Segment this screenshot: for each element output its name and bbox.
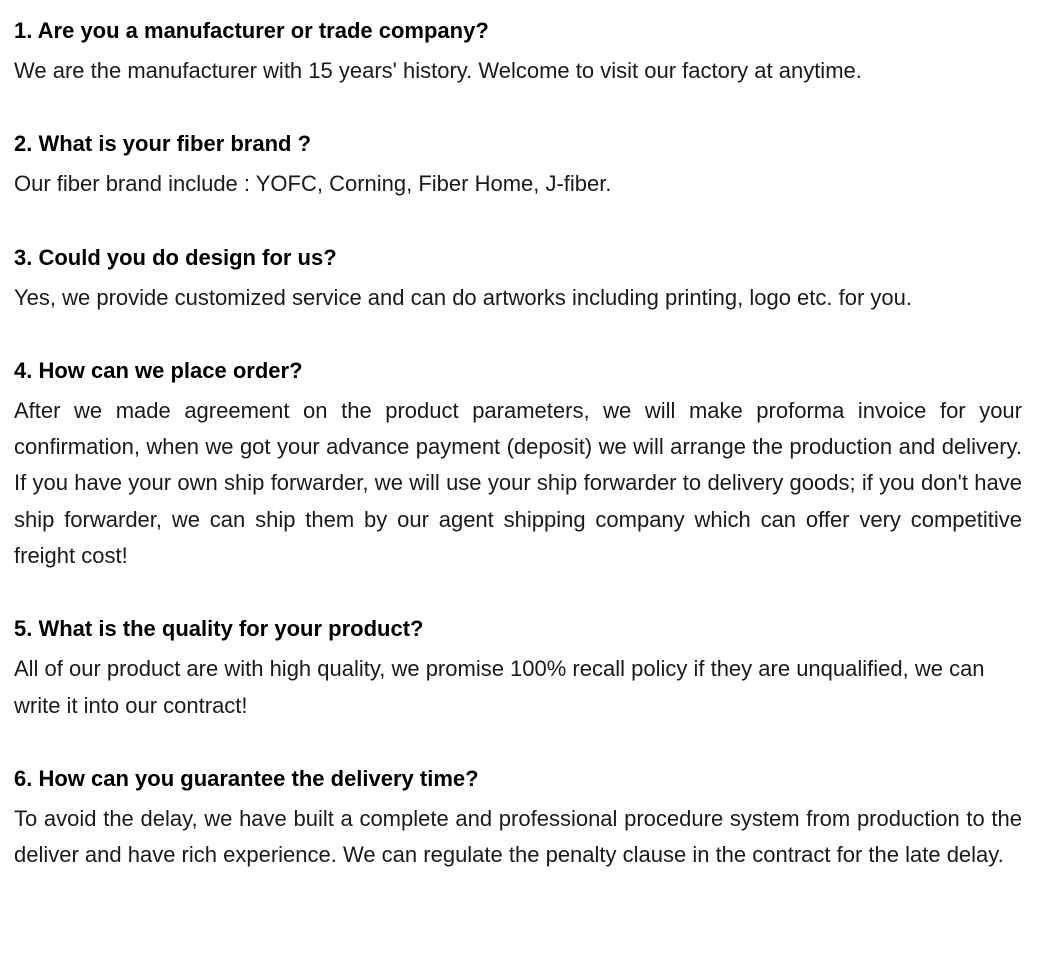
faq-question: 6. How can you guarantee the delivery ti… <box>14 762 1022 795</box>
faq-question: 3. Could you do design for us? <box>14 241 1022 274</box>
faq-question: 1. Are you a manufacturer or trade compa… <box>14 14 1022 47</box>
faq-item: 2. What is your fiber brand ? Our fiber … <box>14 127 1022 202</box>
faq-answer: Our fiber brand include : YOFC, Corning,… <box>14 166 1022 202</box>
faq-item: 4. How can we place order? After we made… <box>14 354 1022 574</box>
faq-container: 1. Are you a manufacturer or trade compa… <box>14 14 1022 874</box>
faq-item: 1. Are you a manufacturer or trade compa… <box>14 14 1022 89</box>
faq-question: 2. What is your fiber brand ? <box>14 127 1022 160</box>
faq-question: 4. How can we place order? <box>14 354 1022 387</box>
faq-item: 5. What is the quality for your product?… <box>14 612 1022 724</box>
faq-item: 3. Could you do design for us? Yes, we p… <box>14 241 1022 316</box>
faq-answer: We are the manufacturer with 15 years' h… <box>14 53 1022 89</box>
faq-answer: To avoid the delay, we have built a comp… <box>14 801 1022 874</box>
faq-question: 5. What is the quality for your product? <box>14 612 1022 645</box>
faq-answer: After we made agreement on the product p… <box>14 393 1022 574</box>
faq-answer: Yes, we provide customized service and c… <box>14 280 1022 316</box>
faq-item: 6. How can you guarantee the delivery ti… <box>14 762 1022 874</box>
faq-answer: All of our product are with high quality… <box>14 651 1022 724</box>
